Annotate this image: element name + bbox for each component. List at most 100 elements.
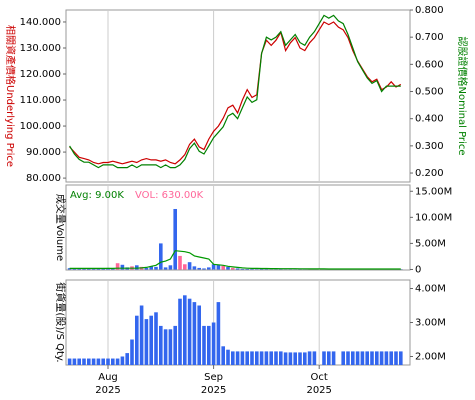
y-tick-label: 2.00M [415,352,446,363]
y-axis-title: 街貨量(股)/S Qty. [54,282,67,362]
bar [240,351,245,365]
bar [245,351,249,365]
x-tick-label: Sep 2025 [200,372,227,396]
bar [327,351,331,365]
bar [375,351,379,365]
bar [154,266,158,270]
bar [346,351,350,365]
bar [259,268,264,270]
bar [183,295,187,365]
y-tick-label: 3.00M [415,318,446,329]
bar [312,351,317,365]
y2-tick-label: 0.600 [415,59,444,70]
bar [77,268,81,270]
bar [355,351,360,365]
bar [82,358,86,365]
bar [168,329,173,365]
bar [67,358,72,365]
x-tick-label: Oct 2025 [306,372,332,396]
bar [235,268,240,270]
bar [255,351,259,365]
bar [226,266,230,270]
bar [101,268,105,270]
y-tick-label: 120.000 [20,69,61,80]
y-tick-label: 80.000 [26,173,61,184]
y-tick-label: 10.00M [415,212,452,223]
y-tick-label: 100.000 [20,121,61,132]
bar [173,325,177,365]
bar [360,351,365,365]
bar [307,351,312,365]
bar [183,264,187,270]
price-line [69,250,401,270]
bar [202,325,206,365]
bar [192,266,197,270]
price-line [69,14,401,169]
bar [120,264,125,270]
bar [178,298,182,365]
bar [221,265,225,270]
y-tick-label: 0 [415,264,421,275]
bar [322,351,326,365]
bar [288,352,293,365]
bar [365,351,369,365]
bar [231,267,235,270]
bar [298,352,302,365]
y2-tick-label: 0.500 [415,87,444,98]
bar [135,315,139,365]
bar [87,268,91,270]
x-tick-label: Aug 2025 [95,372,121,396]
bar [139,305,144,365]
y-tick-label: 4.00M [415,284,446,295]
bar [197,267,201,270]
bar [135,265,139,270]
bar [197,305,201,365]
bar [399,351,403,365]
bar [226,349,230,365]
bar [259,351,264,365]
bar [91,358,96,365]
bar [106,358,110,365]
bar [240,268,245,270]
panel-frame [65,184,411,271]
bar [149,266,153,270]
bar [91,268,96,270]
bar [279,351,283,365]
bar [231,351,235,365]
bar [235,351,240,365]
bar [269,351,273,365]
bar [370,351,374,365]
bar [159,243,163,270]
y-tick-label: 15.00M [415,186,452,197]
bar [77,358,81,365]
bar [72,268,77,270]
bar [379,351,384,365]
y-tick-label: 110.000 [20,95,61,106]
bar [331,351,336,365]
y2-tick-label: 0.400 [415,114,444,125]
bar [211,322,216,365]
bar [293,352,297,365]
bar [149,315,153,365]
y-tick-label: 5.00M [415,238,446,249]
bar [207,267,211,270]
bar [168,265,173,270]
bar [115,358,120,365]
bar [264,351,269,365]
bar [115,263,120,270]
y2-tick-label: 0.200 [415,168,444,179]
bar [178,255,182,270]
bar [192,302,197,365]
panel-frame [65,9,411,183]
bar [87,358,91,365]
bar [111,358,115,365]
bar [163,267,168,270]
y-tick-label: 140.000 [20,17,61,28]
bar [125,353,129,365]
y-tick-label: 90.000 [26,147,61,158]
bar [384,351,389,365]
bar [274,351,278,365]
bar [389,351,393,365]
legend-text: Avg: 9.00K [70,190,124,201]
